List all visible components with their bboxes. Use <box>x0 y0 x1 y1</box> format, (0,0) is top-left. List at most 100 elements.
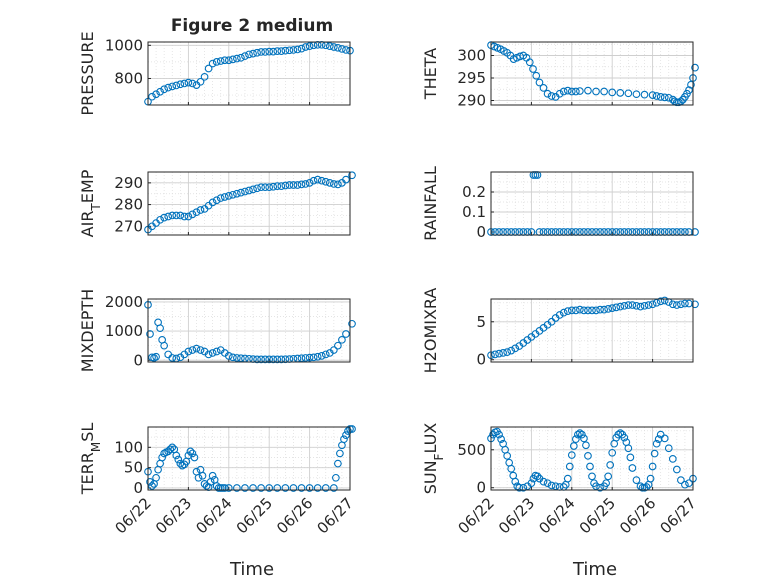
data-point <box>503 451 512 460</box>
x-tick-label: 06/23 <box>495 494 538 537</box>
data-point <box>348 171 356 180</box>
data-point <box>600 305 608 314</box>
y-tick-label: 270 <box>114 217 143 235</box>
y-axis-label-text: TERR <box>78 452 97 495</box>
data-point <box>660 296 669 305</box>
y-tick-label: 0 <box>133 479 143 497</box>
data-point <box>160 341 169 350</box>
data-point <box>168 82 177 91</box>
data-point <box>691 228 699 236</box>
data-point <box>289 46 298 54</box>
data-point <box>576 87 584 95</box>
data-point <box>648 462 657 471</box>
data-point <box>525 58 534 67</box>
data-point <box>499 349 507 357</box>
data-point <box>168 211 177 220</box>
data-point <box>228 190 237 199</box>
data-point <box>228 353 237 362</box>
data-point <box>644 301 653 309</box>
data-point <box>237 53 245 62</box>
x-tick-label: 06/24 <box>535 494 578 537</box>
data-point <box>273 47 282 55</box>
data-point <box>543 479 552 488</box>
data-point <box>677 476 685 484</box>
data-point <box>588 306 596 315</box>
data-point <box>216 194 225 202</box>
x-tick-label: 06/22 <box>455 494 498 537</box>
data-point <box>533 472 542 481</box>
data-point <box>563 474 572 483</box>
data-point <box>261 48 270 56</box>
axes-frame <box>490 426 694 491</box>
data-point <box>614 430 623 439</box>
data-point <box>691 63 699 72</box>
data-point <box>146 478 154 486</box>
data-point <box>606 461 615 469</box>
data-point <box>503 348 512 356</box>
data-point <box>507 346 516 355</box>
data-point <box>650 449 659 458</box>
data-point <box>152 90 160 99</box>
data-point <box>249 484 257 492</box>
x-tick-label: 06/25 <box>576 494 619 537</box>
y-tick-label: 0.2 <box>462 183 486 201</box>
y-axis-label-subscript: F <box>432 453 446 460</box>
y-tick-label: 1000 <box>105 36 143 54</box>
data-point <box>571 87 580 96</box>
data-point <box>334 459 342 468</box>
data-point <box>249 185 257 194</box>
plot-area <box>148 42 350 105</box>
data-point <box>624 89 633 98</box>
data-point <box>656 430 665 439</box>
data-point <box>202 482 211 490</box>
subplot-mixdepth: 0 1000 2000 MIXDEPTH <box>78 289 356 372</box>
data-point <box>578 430 586 439</box>
data-point <box>253 355 261 364</box>
data-point <box>196 77 205 86</box>
data-point <box>160 449 169 458</box>
data-point <box>529 65 537 73</box>
data-point <box>543 89 552 98</box>
data-point <box>539 477 548 486</box>
data-point <box>616 429 625 437</box>
data-point <box>208 349 217 357</box>
data-point <box>632 90 641 99</box>
data-point <box>281 181 290 190</box>
data-point <box>196 346 205 354</box>
data-point <box>348 425 356 433</box>
data-point <box>200 72 209 81</box>
data-point <box>309 176 318 185</box>
data-point <box>547 481 556 490</box>
data-point <box>172 451 181 460</box>
data-point <box>656 93 665 101</box>
data-point <box>172 81 181 90</box>
data-point <box>608 448 617 457</box>
y-axis-label-text: H2OMIXRA <box>421 288 440 374</box>
data-point <box>535 78 544 87</box>
data-point <box>158 453 166 462</box>
data-point <box>588 472 596 481</box>
y-axis-label: AIRTEMP <box>78 169 103 237</box>
data-point <box>559 308 568 317</box>
data-point <box>160 213 169 222</box>
data-point <box>342 431 350 439</box>
data-point <box>677 300 685 309</box>
data-point <box>233 484 241 492</box>
axes-frame <box>490 298 694 363</box>
data-point <box>616 302 625 311</box>
data-point <box>194 473 203 482</box>
data-point <box>220 484 229 492</box>
y-tick-label: 290 <box>114 174 143 192</box>
data-point <box>329 180 338 188</box>
data-point <box>685 479 693 488</box>
data-point <box>628 301 637 309</box>
data-point <box>176 211 185 220</box>
data-point <box>582 441 590 450</box>
data-point <box>265 47 274 56</box>
plot-area <box>491 42 693 105</box>
y-tick-label: 280 <box>114 196 143 214</box>
data-point <box>652 439 661 448</box>
data-point <box>329 346 338 354</box>
